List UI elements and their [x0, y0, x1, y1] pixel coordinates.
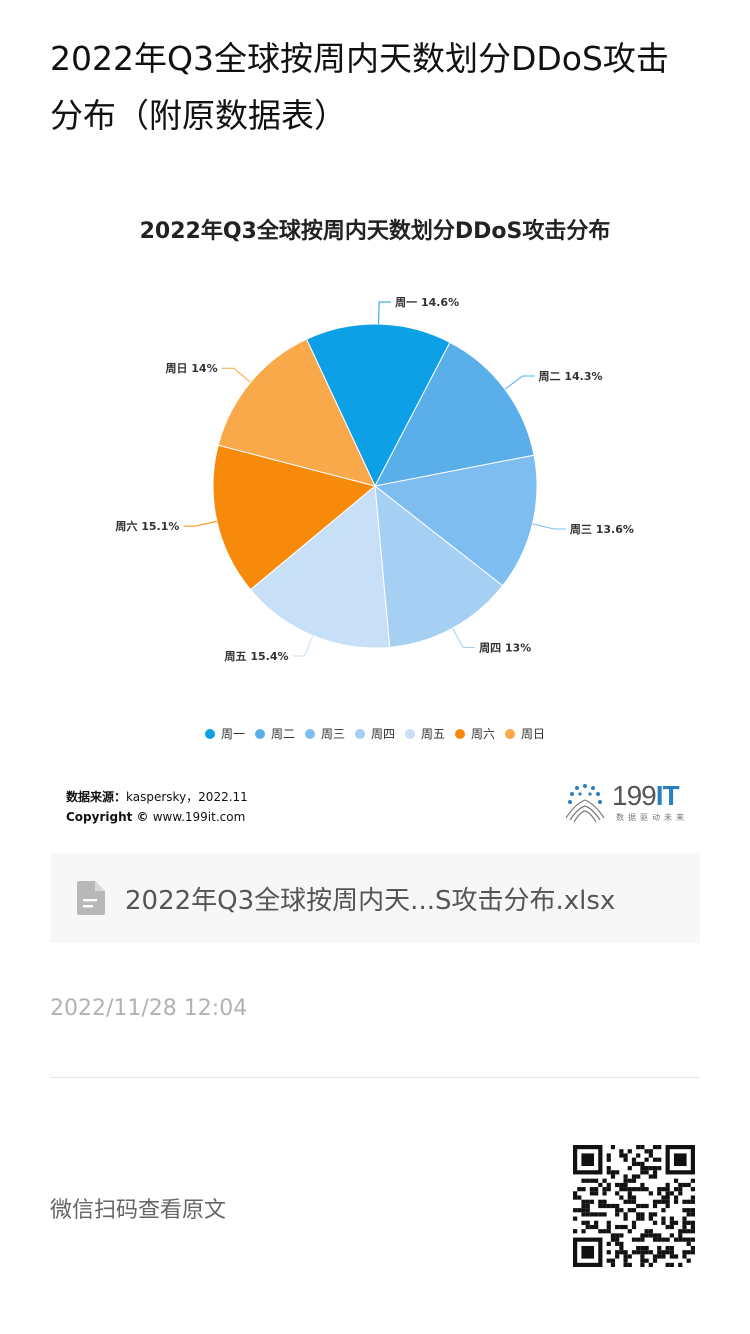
document-icon [77, 881, 105, 915]
site-logo: 199IT 数据驱动未来 [560, 778, 690, 828]
legend-dot-icon [455, 728, 466, 739]
legend-dot-icon [204, 728, 215, 739]
chart-card: 2022年Q3全球按周内天数划分DDoS攻击分布 周一 14.6% 周二 14.3… [50, 195, 700, 835]
qr-code-icon[interactable] [573, 1145, 695, 1267]
data-source: 数据来源：kaspersky，2022.11 Copyright © www.1… [66, 787, 248, 827]
pie-data-label-4: 周四 13% [479, 642, 531, 655]
pie-slice-4 [374, 484, 504, 648]
attachment-file-name[interactable]: 2022年Q3全球按周内天...S攻击分布.xlsx [125, 885, 616, 916]
pie-data-label-2: 周二 14.3% [539, 370, 603, 383]
legend-item-1: 周一 [204, 725, 245, 742]
legend-label: 周三 [320, 727, 345, 741]
pie-data-label-3: 周三 13.6% [570, 523, 634, 536]
divider [50, 1077, 700, 1078]
legend-label: 周日 [521, 727, 546, 741]
chart-title: 2022年Q3全球按周内天数划分DDoS攻击分布 [139, 219, 611, 244]
pie-data-label-6: 周六 15.1% [115, 519, 179, 533]
copyright-label: Copyright © [66, 810, 149, 824]
legend-label: 周六 [471, 727, 496, 741]
pie-slice-6 [212, 444, 377, 591]
pie-leader-line-4 [452, 627, 476, 649]
pie-chart: 周一 14.6% 周二 14.3% 周三 13.6% 周四 13% 周五 15.4% 周六… [115, 296, 634, 663]
pie-leader-line-1 [378, 301, 392, 325]
source-label: 数据来源： [66, 790, 127, 804]
legend-dot-icon [405, 728, 415, 739]
pie-data-label-5: 周五 15.4% [225, 650, 289, 663]
legend-item-4: 周四 [354, 725, 395, 742]
logo-mark-icon [565, 784, 605, 823]
legend-label: 周四 [370, 727, 395, 741]
pie-slice-2 [374, 341, 535, 487]
legend-dot-icon [505, 728, 516, 739]
pie-leader-line-6 [183, 520, 217, 527]
legend-item-5: 周五 [405, 725, 445, 742]
chart-legend: 周一 周二 周三 周四 周五 周六 周日 [50, 725, 700, 742]
pie-slice-5 [249, 485, 391, 649]
pie-data-label-1: 周一 14.6% [395, 296, 459, 309]
pie-slice-1 [305, 323, 451, 488]
legend-label: 周五 [421, 727, 446, 741]
copyright-value: www.199it.com [152, 810, 246, 824]
pie-leader-line-7 [221, 367, 251, 383]
page-title: 2022年Q3全球按周内天数划分DDoS攻击分布（附原数据表） [50, 39, 669, 135]
pie-data-label-7: 周日 14% [165, 362, 217, 375]
legend-item-7: 周日 [505, 725, 545, 742]
legend-item-6: 周六 [455, 725, 495, 742]
pie-leader-line-3 [532, 523, 566, 530]
legend-item-2: 周二 [254, 725, 295, 742]
legend-label: 周一 [220, 727, 245, 741]
logo-subtitle: 数据驱动未来 [616, 813, 688, 822]
pie-slice-3 [373, 454, 538, 587]
source-value: kaspersky，2022.11 [126, 790, 248, 804]
publish-timestamp: 2022/11/28 12:04 [50, 996, 248, 1021]
wechat-scan-label: 微信扫码查看原文 [50, 1198, 227, 1223]
pie-leader-line-2 [504, 375, 535, 390]
legend-dot-icon [254, 728, 265, 739]
legend-dot-icon [304, 728, 315, 739]
legend-label: 周二 [270, 727, 295, 741]
pie-leader-line-5 [292, 635, 314, 657]
logo-text: 199IT [612, 780, 680, 811]
attachment-card[interactable]: 2022年Q3全球按周内天...S攻击分布.xlsx [50, 853, 700, 943]
legend-item-3: 周三 [304, 725, 345, 742]
legend-dot-icon [354, 728, 365, 739]
